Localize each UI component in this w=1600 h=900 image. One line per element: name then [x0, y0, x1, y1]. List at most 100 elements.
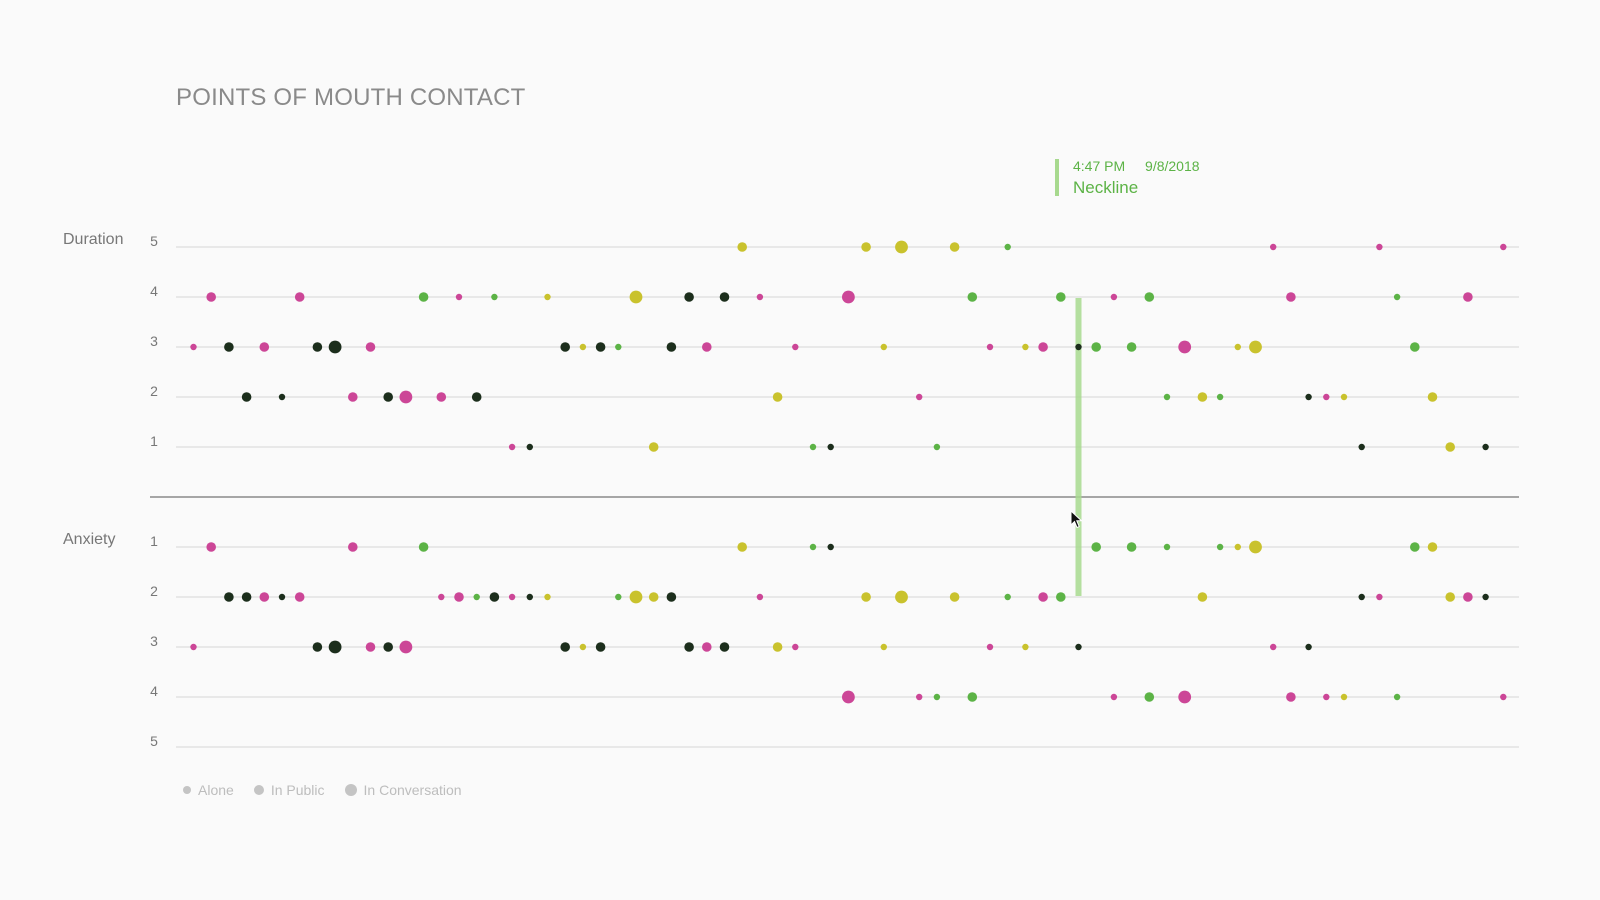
duration-dot	[737, 242, 747, 252]
duration-dot	[1234, 343, 1242, 351]
anxiety-dot	[702, 642, 712, 652]
duration-dot	[615, 343, 622, 351]
anxiety-dot	[348, 542, 358, 552]
duration-dot	[1197, 392, 1208, 402]
duration-dot	[190, 343, 197, 351]
legend: Alone In Public In Conversation	[183, 782, 482, 798]
anxiety-dot	[684, 642, 694, 652]
anxiety-dot	[312, 642, 323, 652]
tick-label: 1	[150, 433, 158, 449]
anxiety-dot	[383, 642, 394, 652]
anxiety-dot	[454, 592, 464, 602]
anxiety-dot	[579, 643, 587, 651]
anxiety-dot	[508, 593, 516, 601]
duration-dot	[1091, 342, 1101, 352]
anxiety-dot	[666, 592, 677, 602]
anxiety-dot	[1427, 542, 1438, 552]
duration-dot	[206, 292, 216, 302]
duration-dot	[648, 442, 659, 452]
duration-dot	[1482, 443, 1489, 451]
duration-dot	[278, 393, 286, 401]
duration-dot	[383, 392, 394, 402]
anxiety-dot	[933, 693, 941, 701]
anxiety-dot	[895, 590, 908, 604]
duration-dot	[895, 240, 908, 254]
duration-dot	[1216, 393, 1224, 401]
tooltip-time: 4:47 PM	[1073, 158, 1126, 174]
anxiety-dot	[259, 592, 270, 602]
duration-dot	[1004, 243, 1011, 251]
chart-title: POINTS OF MOUTH CONTACT	[176, 84, 526, 111]
anxiety-dot	[560, 642, 570, 652]
legend-label: In Public	[270, 782, 325, 798]
tooltip-label: Neckline	[1073, 178, 1139, 197]
anxiety-dot	[615, 593, 622, 601]
anxiety-dot	[1197, 592, 1208, 602]
anxiety-dot	[1004, 593, 1011, 601]
duration-dot	[418, 292, 429, 302]
duration-dot	[1022, 343, 1029, 351]
anxiety-dot	[473, 593, 480, 601]
duration-dot	[365, 342, 376, 352]
duration-dot	[1110, 293, 1118, 301]
duration-dot	[880, 343, 887, 351]
tick-label: 5	[150, 233, 158, 249]
duration-dot	[1038, 342, 1048, 352]
duration-dot	[1126, 342, 1137, 352]
legend-dot-large	[344, 784, 357, 796]
legend-label: Alone	[198, 782, 234, 798]
duration-dot	[967, 292, 978, 302]
anxiety-dot	[294, 592, 305, 602]
anxiety-dot	[792, 643, 799, 651]
anxiety-dot	[1178, 690, 1192, 704]
duration-dot	[1427, 392, 1438, 402]
duration-dot	[1163, 393, 1171, 401]
anxiety-dot	[916, 693, 923, 701]
duration-dot	[595, 342, 606, 352]
duration-dot	[809, 443, 817, 451]
duration-dot	[1144, 292, 1155, 302]
duration-dot	[792, 343, 799, 351]
anxiety-dot	[1305, 643, 1312, 651]
duration-dot	[1463, 292, 1473, 302]
anxiety-dot	[719, 642, 730, 652]
duration-dot	[328, 340, 342, 354]
duration-dot	[719, 292, 730, 302]
duration-dot	[916, 393, 923, 401]
duration-dot	[933, 443, 941, 451]
duration-dot	[1075, 343, 1082, 351]
anxiety-dot	[1270, 643, 1277, 651]
anxiety-dot	[1038, 592, 1048, 602]
duration-dot	[471, 392, 482, 402]
anxiety-dot	[1500, 693, 1507, 701]
anxiety-dot	[190, 643, 197, 651]
duration-dot	[629, 290, 643, 304]
duration-dot	[1323, 393, 1330, 401]
duration-dot	[1249, 340, 1262, 354]
tick-label: 4	[150, 283, 158, 299]
duration-dot	[436, 392, 447, 402]
duration-dot	[294, 292, 305, 302]
anxiety-dot	[1144, 692, 1155, 702]
duration-dot	[949, 242, 960, 252]
anxiety-dot	[1393, 693, 1401, 701]
duration-dot	[508, 443, 516, 451]
duration-dot	[1056, 292, 1066, 302]
duration-dot	[666, 342, 677, 352]
legend-item-in-public: In Public	[253, 782, 325, 798]
anxiety-dot	[1376, 593, 1383, 601]
duration-dot	[1393, 293, 1401, 301]
duration-dot	[684, 292, 694, 302]
anxiety-dot	[1358, 593, 1365, 601]
tick-label: 3	[150, 633, 158, 649]
anxiety-dot	[842, 690, 855, 704]
legend-dot-small	[183, 786, 191, 794]
tick-label: 5	[150, 733, 158, 749]
anxiety-dot	[1022, 643, 1029, 651]
anxiety-dot	[1445, 592, 1455, 602]
duration-dot	[312, 342, 323, 352]
anxiety-dot	[1463, 592, 1473, 602]
anxiety-dot	[756, 593, 764, 601]
anxiety-dot	[1323, 693, 1330, 701]
